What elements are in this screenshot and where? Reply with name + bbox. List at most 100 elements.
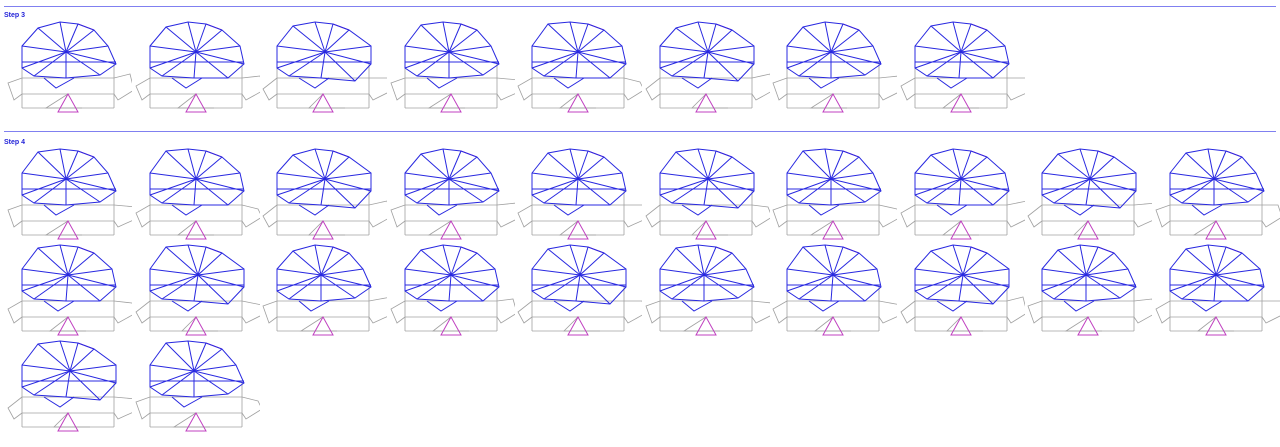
layered-net-diagram (389, 21, 515, 113)
layered-net-diagram (772, 148, 897, 240)
bottom-layer (134, 188, 260, 236)
bottom-layer (7, 61, 132, 109)
bottom-layer (389, 188, 515, 236)
layered-net-diagram (389, 148, 515, 240)
top-layer (1041, 148, 1137, 216)
bottom-layer (517, 284, 642, 332)
highlight-triangle (949, 23, 987, 113)
bottom-layer (644, 61, 770, 109)
top-layer (1169, 244, 1265, 312)
diagram-tile (4, 239, 132, 337)
layered-net-diagram (772, 244, 897, 336)
layered-net-diagram (1154, 148, 1280, 240)
diagram-tile (132, 335, 260, 433)
layered-net-diagram (7, 340, 132, 432)
bottom-layer (899, 188, 1025, 236)
bottom-layer (899, 61, 1025, 109)
top-layer (149, 244, 244, 312)
diagram-tile (1024, 239, 1152, 337)
layered-net-diagram (262, 21, 387, 113)
top-layer (659, 21, 754, 89)
bottom-layer (772, 284, 897, 332)
layered-net-diagram (517, 21, 642, 113)
bottom-layer (517, 188, 642, 236)
top-layer (404, 21, 500, 89)
top-layer (531, 244, 627, 312)
layered-net-diagram (134, 340, 260, 432)
bottom-layer (644, 284, 770, 332)
diagram-tile (387, 16, 515, 114)
highlight-triangle (184, 23, 222, 113)
diagram-tile (4, 143, 132, 241)
top-layer (914, 21, 1010, 89)
bottom-layer (7, 380, 132, 428)
diagram-tile (259, 239, 387, 337)
top-layer (276, 21, 372, 89)
highlight-triangle (1204, 246, 1242, 336)
top-layer (914, 244, 1009, 312)
bottom-layer (389, 61, 515, 109)
layered-net-diagram (517, 244, 642, 336)
layered-net-diagram (389, 244, 515, 336)
layered-net-diagram (7, 148, 132, 240)
diagram-tile (769, 143, 897, 241)
top-layer (786, 148, 882, 216)
diagram-tile (259, 143, 387, 241)
bottom-layer (1154, 284, 1280, 332)
bottom-layer (134, 284, 260, 332)
bottom-layer (7, 284, 132, 332)
bottom-layer (1027, 284, 1152, 332)
divider-step-3 (4, 6, 1276, 7)
bottom-layer (772, 61, 897, 109)
top-layer (21, 244, 117, 312)
top-layer (914, 148, 1010, 216)
layered-net-diagram (899, 148, 1025, 240)
top-layer (659, 244, 755, 312)
highlight-triangle (567, 23, 605, 113)
top-layer (1041, 244, 1137, 312)
bottom-layer (389, 284, 515, 332)
diagram-tile (4, 16, 132, 114)
diagram-tile (1152, 143, 1280, 241)
layered-net-diagram (899, 21, 1025, 113)
diagram-tile (897, 143, 1025, 241)
diagram-tile (642, 16, 770, 114)
highlight-triangle (949, 150, 987, 240)
step-4-label: Step 4 (4, 139, 26, 146)
top-layer (531, 148, 627, 216)
diagram-tile (897, 239, 1025, 337)
bottom-layer (644, 188, 770, 236)
bottom-layer (772, 188, 897, 236)
top-layer (276, 244, 372, 312)
diagram-tile (514, 239, 642, 337)
layered-net-diagram (134, 244, 260, 336)
bottom-layer (899, 284, 1025, 332)
layered-net-diagram (517, 148, 642, 240)
layered-net-diagram (134, 21, 260, 113)
diagram-tile (132, 143, 260, 241)
diagram-tile (259, 16, 387, 114)
diagram-tile (514, 143, 642, 241)
top-layer (21, 148, 117, 216)
top-layer (404, 148, 500, 216)
bottom-layer (262, 61, 387, 109)
diagram-tile (387, 143, 515, 241)
layered-net-diagram (899, 244, 1025, 336)
top-layer (531, 21, 627, 89)
highlight-triangle (439, 246, 477, 336)
top-layer (276, 148, 372, 216)
layered-net-diagram (1027, 244, 1152, 336)
layered-net-diagram (7, 21, 132, 113)
layered-net-diagram (134, 148, 260, 240)
bottom-layer (1027, 188, 1152, 236)
top-layer (21, 21, 117, 89)
bottom-layer (517, 61, 642, 109)
highlight-triangle (822, 246, 860, 336)
diagram-tile (132, 16, 260, 114)
layered-net-diagram (772, 21, 897, 113)
diagram-tile (132, 239, 260, 337)
diagram-tile (769, 239, 897, 337)
top-layer (1169, 148, 1265, 216)
layered-net-diagram (644, 21, 770, 113)
top-layer (149, 340, 245, 408)
